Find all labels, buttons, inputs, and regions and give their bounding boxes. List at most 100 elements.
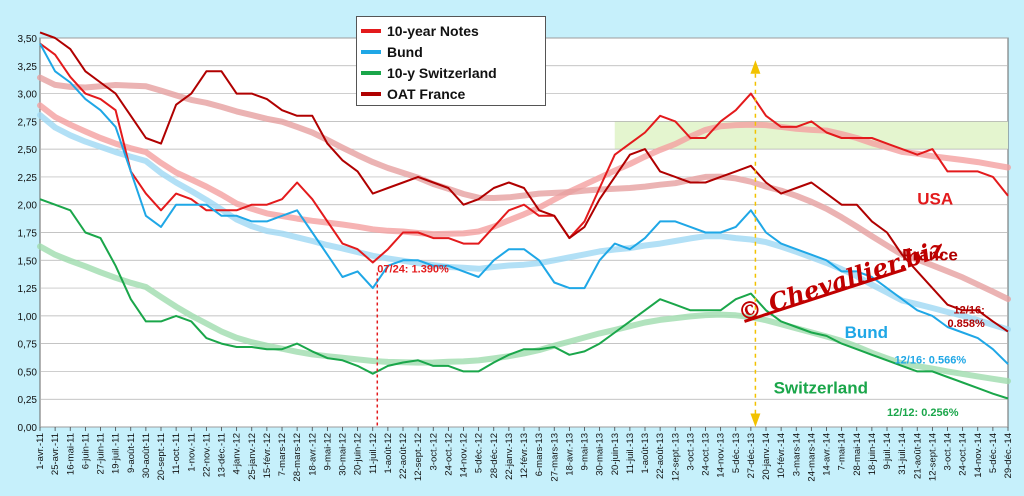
x-tick-label: 11-juil.-13	[625, 433, 636, 474]
x-tick-label: 9-juil.-14	[882, 433, 893, 469]
x-tick-label: 11-juil.-12	[368, 433, 379, 474]
x-tick-label: 6-juin-11	[80, 433, 91, 469]
y-tick-label: 1,75	[18, 229, 38, 240]
x-tick-label: 5-déc.-14	[988, 433, 999, 473]
legend-label: 10-y Switzerland	[387, 65, 497, 81]
x-tick-label: 1-août-13	[640, 433, 651, 474]
x-tick-label: 30-août-11	[141, 433, 152, 478]
annotation-label: 12/12: 0.256%	[887, 407, 959, 419]
annotation-label: Bund	[845, 323, 888, 342]
annotation-label: 12/16: 0.566%	[895, 355, 967, 367]
y-tick-label: 2,00	[18, 201, 38, 212]
y-tick-label: 0,50	[18, 367, 38, 378]
x-tick-label: 14-avr.-14	[822, 433, 833, 476]
x-tick-label: 14-nov.-12	[459, 433, 470, 478]
x-tick-label: 14-nov.-14	[973, 433, 984, 478]
x-tick-label: 16-mai-11	[65, 433, 76, 475]
x-tick-label: 24-oct.-14	[958, 433, 969, 476]
x-tick-label: 28-mars-12	[292, 433, 303, 482]
y-tick-label: 2,50	[18, 145, 38, 156]
x-tick-label: 1-nov.-11	[186, 433, 197, 472]
y-tick-label: 1,25	[18, 284, 38, 295]
x-tick-label: 12-févr.-13	[519, 433, 530, 478]
y-tick-label: 0,00	[18, 423, 38, 434]
x-tick-label: 28-mai-14	[852, 433, 863, 476]
annotation-label: France	[902, 245, 958, 264]
x-tick-label: 12-sept.-13	[670, 433, 681, 481]
annotation-label: USA	[917, 190, 953, 209]
annotation-label: Switzerland	[774, 379, 868, 398]
x-tick-label: 9-mai-13	[580, 433, 591, 471]
x-tick-label: 3-oct.-13	[685, 433, 696, 471]
x-tick-label: 31-juil.-14	[897, 433, 908, 475]
legend-item-bund: Bund	[361, 42, 423, 62]
series-lines	[39, 31, 1009, 400]
x-tick-label: 7-mars-12	[277, 433, 288, 476]
x-tick-label: 24-mars-14	[806, 433, 817, 482]
x-tick-label: 21-août-14	[912, 433, 923, 479]
x-tick-label: 28-déc.-12	[489, 433, 500, 478]
trend-curve	[37, 243, 1011, 385]
x-tick-label: 1-août-12	[383, 433, 394, 474]
x-tick-label: 14-nov.-13	[716, 433, 727, 478]
trend-curve	[37, 74, 1011, 303]
x-tick-label: 9-mai-12	[322, 433, 333, 471]
x-tick-label: 27-mars-13	[549, 433, 560, 482]
trend-curve	[37, 102, 1011, 238]
legend-swatch	[361, 50, 381, 54]
legend-label: OAT France	[387, 86, 466, 102]
legend-swatch	[361, 71, 381, 75]
x-tick-label: 27-déc.-13	[746, 433, 757, 478]
y-axis: 0,00 0,25 0,50 0,75 1,00 1,25 1,50 1,75 2,00 2,25…	[18, 34, 38, 434]
x-tick-label: 4-janv.-12	[232, 433, 243, 475]
annotation-label: 07/24: 1.390%	[377, 264, 449, 276]
legend-label: 10-year Notes	[387, 23, 479, 39]
reference-markers	[376, 60, 761, 427]
x-tick-label: 1-avr.-11	[35, 433, 46, 470]
x-tick-label: 12-sept.-12	[413, 433, 424, 481]
legend-swatch	[361, 92, 381, 96]
legend-swatch	[361, 29, 381, 33]
series-line	[39, 198, 1009, 400]
x-tick-label: 20-sept.-11	[156, 433, 167, 480]
x-tick-label: 6-mars-13	[534, 433, 545, 476]
x-axis: 1-avr.-11 25-avr.-11 16-mai-11 6-juin-11 27-…	[35, 427, 1014, 482]
y-tick-label: 1,50	[18, 256, 38, 267]
x-tick-label: 9-août-11	[126, 433, 137, 473]
legend-item-switzerland: 10-y Switzerland	[361, 63, 497, 83]
x-tick-label: 5-déc.-13	[731, 433, 742, 473]
x-tick-label: 20-juin-13	[610, 433, 621, 475]
x-tick-label: 27-juin-11	[96, 433, 107, 475]
y-tick-label: 0,75	[18, 340, 38, 351]
x-tick-label: 3-oct.-14	[943, 433, 954, 471]
x-tick-label: 22-janv.-13	[504, 433, 515, 480]
legend: 10-year Notes Bund 10-y Switzerland OAT …	[356, 16, 546, 106]
x-tick-label: 3-oct.-12	[428, 433, 439, 471]
x-tick-label: 30-mai-13	[595, 433, 606, 476]
x-tick-label: 18-avr.-13	[564, 433, 575, 476]
x-tick-label: 5-déc.-12	[474, 433, 485, 473]
x-tick-label: 30-mai-12	[338, 433, 349, 476]
series-line	[39, 43, 1009, 365]
y-tick-label: 3,00	[18, 90, 38, 101]
series-line	[39, 42, 1009, 264]
y-tick-label: 0,25	[18, 395, 38, 406]
x-tick-label: 10-févr.-14	[776, 433, 787, 478]
annotations: 07/24: 1.390% USA France Bund Switzerland 12/…	[377, 190, 985, 419]
x-tick-label: 24-oct.-12	[443, 433, 454, 476]
x-tick-label: 15-févr.-12	[262, 433, 273, 478]
x-tick-label: 22-nov.-11	[201, 433, 212, 477]
series-line	[39, 31, 1009, 333]
annotation-label: 12/16:	[954, 305, 985, 317]
x-tick-label: 11-oct.-11	[171, 433, 182, 474]
legend-item-notes: 10-year Notes	[361, 21, 479, 41]
x-tick-label: 3-mars-14	[791, 433, 802, 476]
x-tick-label: 13-déc.-11	[217, 433, 228, 478]
x-tick-label: 18-avr.-12	[307, 433, 318, 476]
x-tick-label: 22-août-13	[655, 433, 666, 479]
y-tick-label: 1,00	[18, 312, 38, 323]
x-tick-label: 25-janv.-12	[247, 433, 258, 480]
legend-label: Bund	[387, 44, 423, 60]
annotation-label: 0.858%	[948, 318, 986, 330]
x-tick-label: 22-août-12	[398, 433, 409, 479]
